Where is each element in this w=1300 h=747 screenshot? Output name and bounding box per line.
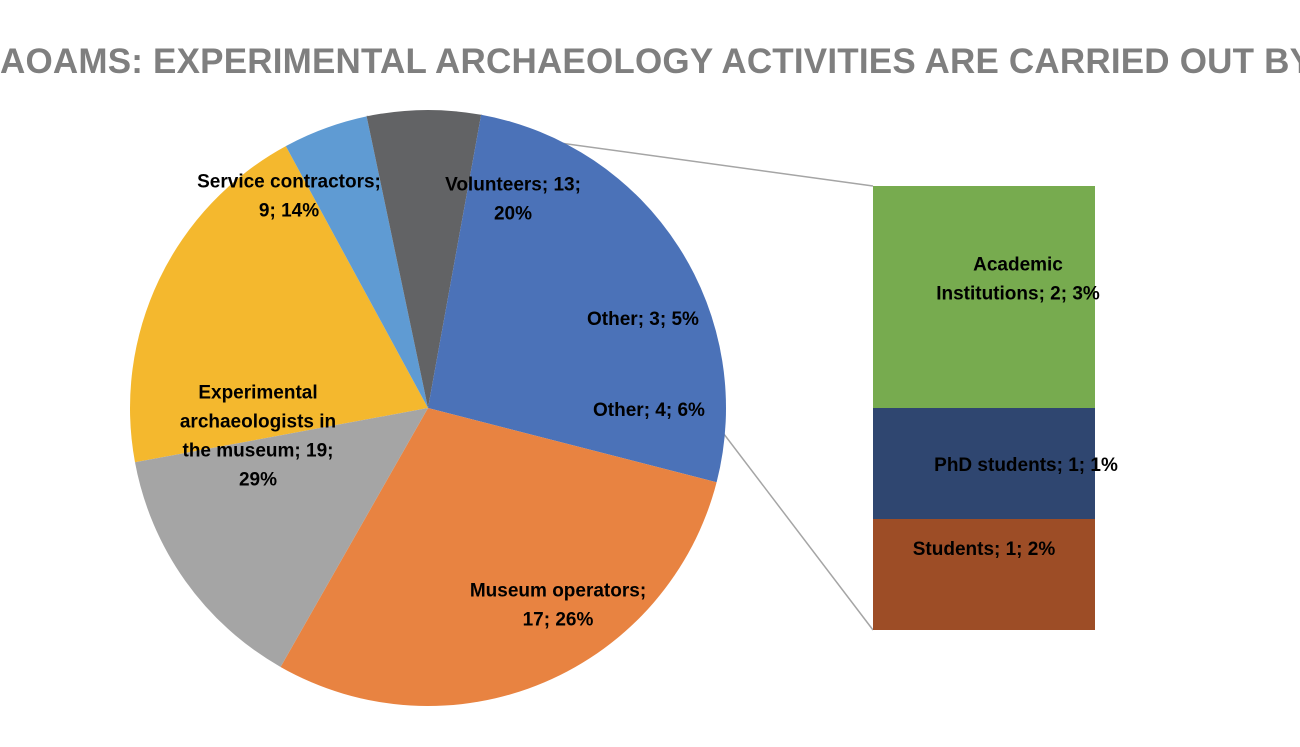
slice-label-volunteers-0: Volunteers; 13; 20% (445, 175, 581, 225)
pie-slice-museum-operators-3 (428, 114, 727, 483)
bar-segment-students (873, 519, 1095, 630)
chart-title: AOAMS: EXPERIMENTAL ARCHAEOLOGY ACTIVITI… (0, 42, 1300, 81)
bar-label-students: Students; 1; 2% (913, 539, 1056, 560)
slice-label-service-contractors-5: Service contractors; 9; 14% (197, 172, 381, 222)
breakdown-bar (873, 186, 1095, 630)
slice-label-experimental-archaeologists-in-the-museum-4: Experimental archaeologists in the museum;… (180, 383, 336, 491)
data-labels: Volunteers; 13; 20% Other; 3; 5% Other; 4; … (180, 172, 1118, 631)
bar-segment-academic-institutions (873, 186, 1095, 408)
pie-slice-experimental-archaeologists-in-the-museum-4 (280, 408, 717, 707)
bar-label-academic-institutions: Academic Institutions; 2; 3% (936, 255, 1100, 305)
bar-label-phd-students: PhD students; 1; 1% (934, 455, 1118, 476)
slice-label-other-1: Other; 3; 5% (587, 309, 699, 330)
slice-label-museum-operators-3: Museum operators; 17; 26% (470, 581, 646, 631)
pie (129, 109, 727, 707)
pie-slice-service-contractors-5 (134, 408, 429, 667)
bar-segment-phd-students (873, 408, 1095, 519)
pie-slice-other-1 (285, 116, 428, 408)
pie-slice-other-2 (366, 109, 482, 408)
pie-slice-volunteers-0 (129, 146, 429, 463)
slice-label-other-2: Other; 4; 6% (593, 400, 705, 421)
